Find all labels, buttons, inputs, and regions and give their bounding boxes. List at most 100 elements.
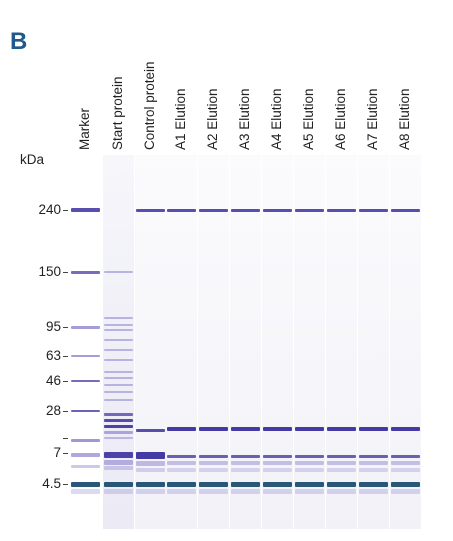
- gel-band: [71, 355, 100, 357]
- gel-band: [104, 452, 133, 458]
- gel-band: [327, 427, 356, 431]
- gel-band: [231, 461, 260, 465]
- gel-band: [104, 371, 133, 373]
- gel-band: [199, 481, 228, 487]
- gel-band: [327, 454, 356, 458]
- lane-label: A6 Elution: [333, 88, 348, 150]
- ladder-tick: [63, 438, 68, 439]
- gel-band: [167, 427, 196, 431]
- gel-band: [295, 427, 324, 431]
- gel-band: [104, 430, 133, 434]
- gel-band: [104, 339, 133, 341]
- gel-band: [295, 454, 324, 458]
- gel-lane: [358, 155, 389, 529]
- gel-band: [104, 418, 133, 422]
- gel-band: [104, 424, 133, 428]
- gel-band: [104, 459, 133, 465]
- gel-band: [263, 481, 292, 487]
- gel-image: [70, 155, 422, 529]
- gel-band: [104, 466, 133, 470]
- gel-band: [136, 208, 165, 212]
- gel-band: [71, 488, 100, 494]
- gel-band: [295, 461, 324, 465]
- gel-band: [391, 427, 420, 431]
- gel-lane: [262, 155, 293, 529]
- gel-band: [359, 454, 388, 458]
- gel-band: [136, 451, 165, 459]
- gel-band: [104, 488, 133, 494]
- gel-band: [167, 454, 196, 458]
- ladder-tick: [63, 411, 68, 412]
- gel-band: [71, 410, 100, 412]
- gel-band: [199, 488, 228, 494]
- gel-band: [391, 454, 420, 458]
- gel-band: [104, 359, 133, 361]
- lane-label: Start protein: [110, 76, 125, 150]
- ladder-tick: [63, 453, 68, 454]
- ladder-tick: [63, 272, 68, 273]
- gel-lane: [294, 155, 325, 529]
- ladder-label: 240: [38, 202, 61, 217]
- unit-label: kDa: [20, 152, 45, 167]
- lane-label: A8 Elution: [397, 88, 412, 150]
- gel-band: [295, 488, 324, 494]
- gel-band: [104, 412, 133, 416]
- gel-band: [71, 453, 100, 457]
- gel-band: [359, 461, 388, 465]
- gel-band: [104, 329, 133, 331]
- ladder-tick: [63, 327, 68, 328]
- gel-band: [359, 481, 388, 487]
- gel-lane: [326, 155, 357, 529]
- gel-band: [263, 454, 292, 458]
- gel-band: [327, 488, 356, 494]
- lane-label: A3 Elution: [237, 88, 252, 150]
- ladder-tick: [63, 381, 68, 382]
- gel-band: [104, 324, 133, 326]
- gel-lane: [135, 155, 166, 529]
- gel-lane: [103, 155, 134, 529]
- gel-band: [231, 208, 260, 212]
- ladder-label: 28: [45, 403, 61, 418]
- gel-band: [136, 428, 165, 432]
- gel-band: [263, 208, 292, 212]
- gel-band: [391, 461, 420, 465]
- gel-band: [391, 208, 420, 212]
- ladder-label: 4.5: [42, 476, 61, 491]
- lane-label: A4 Elution: [269, 88, 284, 150]
- gel-band: [71, 270, 100, 274]
- gel-band: [295, 481, 324, 487]
- gel-band: [327, 208, 356, 212]
- ladder-label: 95: [45, 319, 61, 334]
- gel-band: [359, 427, 388, 431]
- gel-band: [104, 377, 133, 379]
- gel-band: [359, 468, 388, 472]
- gel-band: [136, 481, 165, 487]
- lane-label: A1 Elution: [173, 88, 188, 150]
- gel-band: [104, 437, 133, 439]
- gel-band: [104, 384, 133, 386]
- gel-band: [167, 208, 196, 212]
- gel-lane: [198, 155, 229, 529]
- gel-lane: [166, 155, 197, 529]
- gel-band: [263, 461, 292, 465]
- gel-band: [104, 317, 133, 319]
- ladder-tick: [63, 210, 68, 211]
- gel-band: [199, 461, 228, 465]
- gel-band: [199, 454, 228, 458]
- gel-band: [263, 427, 292, 431]
- gel-band: [327, 468, 356, 472]
- gel-lane: [390, 155, 421, 529]
- gel-band: [104, 349, 133, 351]
- gel-band: [136, 468, 165, 472]
- gel-band: [71, 325, 100, 329]
- gel-band: [71, 380, 100, 382]
- gel-lane: [230, 155, 261, 529]
- gel-band: [295, 468, 324, 472]
- gel-band: [71, 208, 100, 212]
- gel-band: [136, 488, 165, 494]
- gel-lane: [70, 155, 101, 529]
- gel-band: [104, 271, 133, 273]
- gel-band: [167, 481, 196, 487]
- gel-band: [391, 468, 420, 472]
- gel-band: [391, 488, 420, 494]
